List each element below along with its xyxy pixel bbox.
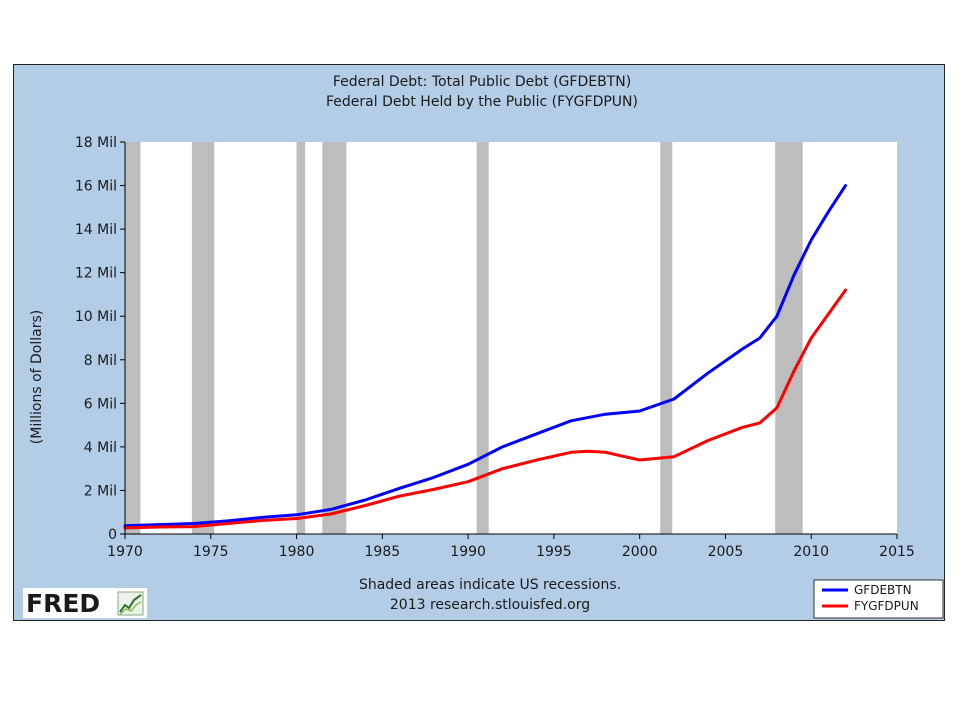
recession-shading xyxy=(125,142,803,534)
fred-logo-graph-icon xyxy=(117,591,144,616)
series-lines xyxy=(123,184,847,530)
footer-source: 2013 research.stlouisfed.org xyxy=(390,597,590,613)
recession-bar xyxy=(660,142,673,534)
chart-frame: Federal Debt: Total Public Debt (GFDEBTN… xyxy=(13,64,945,621)
recession-bar xyxy=(296,142,306,534)
plot-area xyxy=(125,142,897,534)
y-tick-label: 14 Mil xyxy=(75,222,117,238)
legend: GFDEBTN FYGFDPUN xyxy=(813,579,944,619)
legend-box xyxy=(813,579,944,619)
chart-title: Federal Debt: Total Public Debt (GFDEBTN… xyxy=(333,74,631,90)
y-tick-label: 16 Mil xyxy=(75,179,117,195)
legend-label-fygfdpun: FYGFDPUN xyxy=(854,599,919,613)
x-tick-label: 1995 xyxy=(536,544,572,560)
recession-bar xyxy=(476,142,489,534)
footer-recession-note: Shaded areas indicate US recessions. xyxy=(359,577,621,593)
recession-bar xyxy=(322,142,347,534)
y-tick-label: 4 Mil xyxy=(84,440,117,456)
x-tick-label: 1990 xyxy=(450,544,486,560)
y-tick-label: 10 Mil xyxy=(75,309,117,325)
y-axis-label: (Millions of Dollars) xyxy=(29,310,45,444)
x-tick-label: 1980 xyxy=(279,544,315,560)
series-line-fygfdpun xyxy=(123,288,847,530)
x-tick-label: 1985 xyxy=(365,544,401,560)
fred-logo: FRED xyxy=(23,588,147,618)
y-tick-label: 0 xyxy=(108,527,117,543)
legend-label-gfdebtn: GFDEBTN xyxy=(854,583,912,597)
y-tick-label: 12 Mil xyxy=(75,266,117,282)
x-tick-label: 2005 xyxy=(708,544,744,560)
y-tick-label: 6 Mil xyxy=(84,396,117,412)
x-tick-label: 2000 xyxy=(622,544,658,560)
chart-svg: Federal Debt: Total Public Debt (GFDEBTN… xyxy=(23,74,944,619)
fred-logo-text: FRED xyxy=(26,589,100,618)
recession-bar xyxy=(191,142,215,534)
y-tick-label: 18 Mil xyxy=(75,135,117,151)
x-tick-label: 2015 xyxy=(879,544,915,560)
recession-bar xyxy=(775,142,803,534)
y-tick-label: 2 Mil xyxy=(84,483,117,499)
x-tick-label: 1970 xyxy=(107,544,143,560)
x-tick-label: 2010 xyxy=(793,544,829,560)
x-tick-label: 1975 xyxy=(193,544,229,560)
chart-subtitle: Federal Debt Held by the Public (FYGFDPU… xyxy=(326,94,638,110)
y-tick-label: 8 Mil xyxy=(84,353,117,369)
axes: 0 2 Mil 4 Mil 6 Mil 8 Mil 10 Mil 12 Mil 14 Mil 1… xyxy=(75,135,915,560)
recession-bar xyxy=(125,142,141,534)
series-line-gfdebtn xyxy=(123,184,847,528)
